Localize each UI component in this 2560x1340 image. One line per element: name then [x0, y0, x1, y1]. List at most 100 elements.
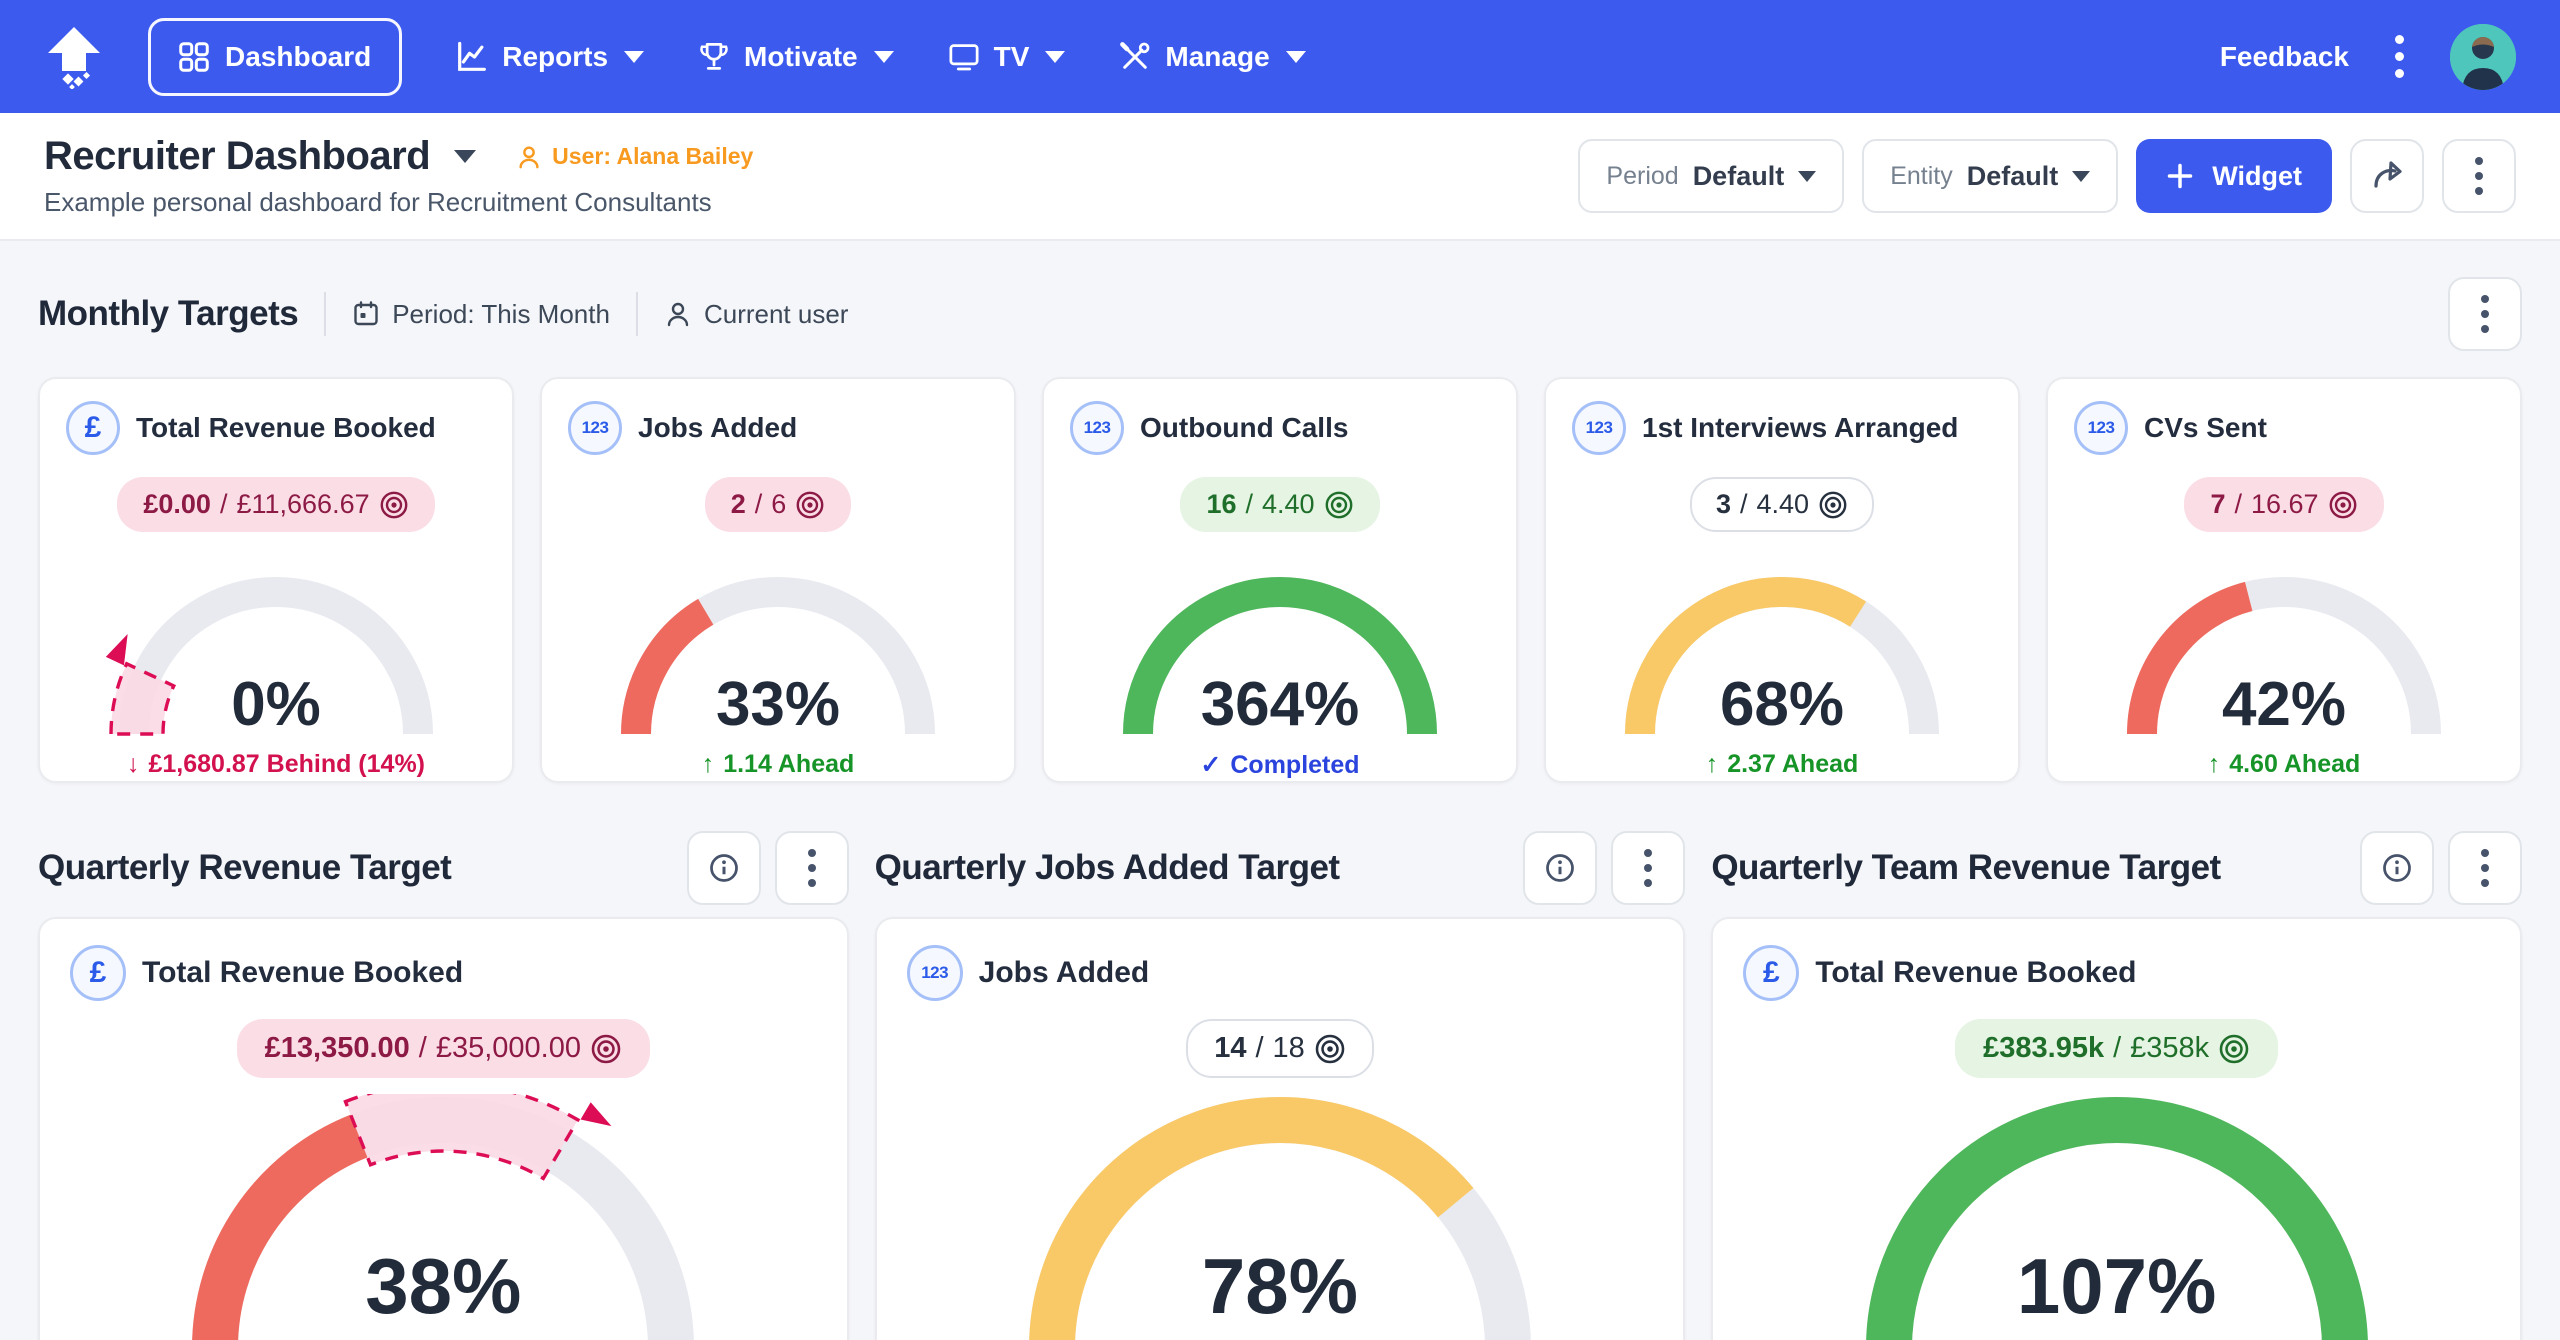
section-title: Monthly Targets: [38, 294, 299, 333]
pound-icon: £: [1743, 945, 1800, 1001]
widget-kebab-menu[interactable]: [2448, 831, 2522, 905]
gauge-chart: 68%: [1592, 558, 1972, 750]
avatar[interactable]: [2450, 23, 2516, 90]
info-icon: [2383, 854, 2411, 882]
metric-title: Outbound Calls: [1140, 412, 1349, 443]
gauge-chart: 42%: [2094, 558, 2474, 750]
widget-kebab-menu[interactable]: [1611, 831, 1686, 905]
user-meta: Current user: [664, 299, 848, 330]
period-select[interactable]: Period Default: [1578, 139, 1845, 213]
plus-icon: [2168, 163, 2193, 189]
gauge-percent: 107%: [2016, 1242, 2217, 1330]
quarterly-jobs-added-target-header: Quarterly Jobs Added Target: [875, 831, 1686, 905]
page-subtitle: Example personal dashboard for Recruitme…: [44, 187, 712, 217]
chevron-down-icon: [1285, 50, 1306, 63]
metric-title: Total Revenue Booked: [1815, 956, 2137, 989]
nav-kebab-menu[interactable]: [2389, 29, 2410, 84]
progress-badge: 14 / 18: [1186, 1019, 1374, 1078]
entity-select[interactable]: Entity Default: [1862, 139, 2119, 213]
numeric-metric-icon: 123: [568, 401, 622, 455]
chevron-down-icon: [2072, 170, 2091, 182]
target-icon: [591, 1034, 621, 1063]
monthly-targets-header: Monthly Targets Period: This Month Curre…: [38, 277, 2522, 351]
monthly-section-kebab[interactable]: [2448, 277, 2522, 351]
gauge-percent: 364%: [1200, 670, 1360, 739]
divider: [635, 292, 638, 336]
check-icon: ✓: [1200, 751, 1222, 779]
header-kebab-menu[interactable]: [2442, 139, 2516, 213]
gauge-chart: 107%: [1777, 1094, 2457, 1340]
quarterly-team-revenue-card: £ Total Revenue Booked £383.95k / £358k …: [1711, 917, 2522, 1340]
metric-title: 1st Interviews Arranged: [1642, 412, 1959, 443]
target-icon: [380, 491, 408, 518]
nav-item-motivate[interactable]: Motivate: [698, 41, 894, 73]
numeric-metric-icon: 123: [1070, 401, 1124, 455]
period-meta: Period: This Month: [352, 299, 610, 330]
arrow-up-icon: ↑: [1705, 750, 1719, 778]
nav-item-dashboard[interactable]: Dashboard: [148, 17, 403, 96]
gauge-percent: 0%: [231, 670, 321, 739]
progress-badge: 3 / 4.40: [1689, 477, 1875, 532]
share-button[interactable]: [2350, 139, 2424, 213]
metric-title: Total Revenue Booked: [136, 412, 436, 443]
dashboard-body: Monthly Targets Period: This Month Curre…: [0, 277, 2560, 1340]
chevron-down-icon: [624, 50, 645, 63]
pound-icon: £: [70, 945, 126, 1001]
tv-icon: [949, 43, 979, 70]
gauge-percent: 42%: [2221, 670, 2347, 739]
metric-card-1st-interviews-arranged: 123 1st Interviews Arranged 3 / 4.40 68%…: [1544, 377, 2020, 783]
user-photo-icon: [2450, 23, 2516, 90]
nav-item-manage[interactable]: Manage: [1119, 41, 1306, 73]
rocket-icon: [48, 26, 100, 89]
metric-card-total-revenue-booked: £ Total Revenue Booked £0.00 / £11,666.6…: [38, 377, 514, 783]
metric-title: Jobs Added: [638, 412, 798, 443]
gauge-chart: 364%: [1090, 558, 1470, 750]
user-icon: [519, 146, 539, 168]
chevron-down-icon: [1798, 170, 1817, 182]
status-text: ✓ Completed: [1200, 750, 1360, 780]
trophy-icon: [700, 42, 728, 70]
app-logo[interactable]: [44, 23, 104, 91]
quarterly-revenue-target-header: Quarterly Revenue Target: [38, 831, 849, 905]
metric-title: CVs Sent: [2144, 412, 2267, 443]
gauge-chart: 33%: [588, 558, 968, 750]
gauge-chart: 78%: [940, 1094, 1620, 1340]
progress-badge: £383.95k / £358k: [1955, 1019, 2279, 1078]
status-text: ↓ £1,680.87 Behind (14%): [126, 750, 425, 778]
target-icon: [1315, 1034, 1345, 1063]
grid-icon: [179, 41, 209, 72]
nav-item-label: Motivate: [744, 40, 858, 72]
calendar-icon: [354, 301, 378, 326]
nav-item-label: Reports: [502, 40, 609, 72]
progress-badge: 2 / 6: [704, 477, 852, 532]
kebab-icon: [1644, 849, 1653, 887]
numeric-metric-icon: 123: [906, 945, 963, 1001]
nav-item-tv[interactable]: TV: [948, 41, 1066, 73]
kebab-icon: [807, 849, 816, 887]
gauge-chart: 0%: [86, 558, 466, 750]
nav-item-label: TV: [993, 40, 1030, 72]
numeric-metric-icon: 123: [2074, 401, 2128, 455]
feedback-link[interactable]: Feedback: [2219, 40, 2349, 72]
widget-kebab-menu[interactable]: [774, 831, 849, 905]
chevron-down-icon: [1045, 50, 1066, 63]
gauge-chart: 38%: [103, 1081, 783, 1340]
progress-badge: £13,350.00 / £35,000.00: [236, 1019, 651, 1078]
user-icon: [667, 302, 689, 327]
info-button[interactable]: [686, 831, 761, 905]
nav-item-reports[interactable]: Reports: [456, 40, 645, 73]
top-navigation: Dashboard Reports Motivate TV: [0, 0, 2560, 113]
gauge-percent: 33%: [715, 670, 841, 739]
add-widget-button[interactable]: Widget: [2136, 139, 2332, 213]
target-icon: [796, 491, 824, 518]
info-button[interactable]: [1523, 831, 1598, 905]
numeric-metric-icon: 123: [1572, 401, 1626, 455]
target-icon: [2219, 1034, 2249, 1063]
metric-card-jobs-added: 123 Jobs Added 2 / 6 33% ↑ 1.14 Ahead: [540, 377, 1016, 783]
progress-badge: 16 / 4.40: [1180, 477, 1380, 532]
kebab-icon: [2481, 849, 2489, 887]
info-button[interactable]: [2360, 831, 2434, 905]
pound-icon: £: [66, 401, 120, 455]
tools-icon: [1120, 41, 1150, 69]
dashboard-switcher-caret[interactable]: [454, 150, 477, 163]
